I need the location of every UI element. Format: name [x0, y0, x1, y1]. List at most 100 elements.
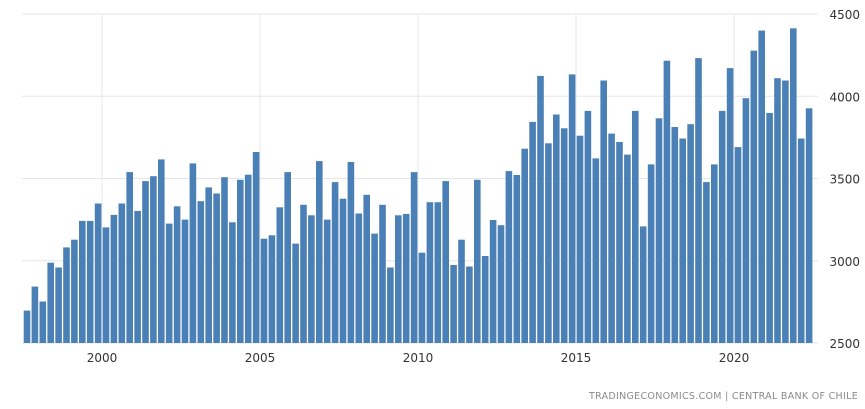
bar	[244, 174, 252, 343]
bar	[331, 182, 339, 343]
bar	[687, 124, 694, 343]
bar	[268, 235, 276, 343]
y-tick-label: 3500	[829, 173, 860, 187]
bar	[23, 310, 31, 343]
bar	[363, 194, 370, 343]
bar	[142, 181, 149, 343]
bar	[450, 265, 457, 343]
bar	[442, 181, 449, 343]
bar	[711, 164, 718, 343]
bar	[758, 30, 765, 343]
bar	[355, 213, 363, 343]
bar	[158, 159, 165, 343]
bar	[458, 239, 465, 343]
bar	[173, 206, 181, 343]
bar	[647, 164, 655, 343]
bar	[387, 267, 394, 343]
x-tick-label: 2005	[245, 351, 276, 365]
bar	[671, 127, 679, 343]
y-tick-label: 4500	[829, 8, 860, 22]
bar	[110, 214, 118, 343]
bar	[323, 219, 331, 343]
bar	[797, 138, 805, 343]
bar	[31, 286, 39, 343]
bar	[339, 198, 347, 343]
bars	[23, 28, 813, 344]
bar	[521, 148, 528, 343]
x-tick-label: 2015	[561, 351, 592, 365]
bar	[410, 172, 418, 343]
bar	[402, 213, 410, 343]
y-axis-ticks: 2500 3000 3500 4000 4500	[829, 8, 860, 351]
bar	[568, 74, 576, 344]
bar	[481, 256, 489, 343]
bar	[576, 135, 584, 343]
bar	[126, 172, 133, 343]
bar	[55, 267, 62, 343]
bar	[695, 58, 702, 343]
bar	[616, 142, 623, 343]
bar	[71, 239, 78, 343]
bar	[316, 161, 323, 343]
bar	[94, 203, 102, 343]
x-tick-label: 2010	[403, 351, 434, 365]
bar	[118, 203, 126, 343]
y-tick-label: 4000	[829, 90, 860, 104]
bar	[639, 226, 647, 343]
bar	[300, 204, 307, 343]
bar	[189, 163, 197, 343]
bar	[165, 223, 173, 343]
bar	[434, 202, 442, 343]
bar	[134, 210, 141, 343]
bar	[584, 110, 592, 344]
bar	[497, 225, 505, 343]
bar	[624, 154, 631, 343]
bar	[474, 179, 481, 343]
bar	[213, 193, 220, 343]
bar	[529, 121, 536, 344]
bar	[505, 171, 513, 343]
bar	[600, 80, 607, 343]
bar	[592, 158, 600, 343]
bar	[489, 220, 497, 343]
bar	[805, 108, 813, 343]
bar	[181, 219, 189, 343]
bar	[766, 112, 773, 344]
bar	[790, 28, 797, 344]
bar	[197, 201, 205, 343]
x-tick-label: 2020	[719, 351, 750, 365]
bar	[237, 179, 244, 343]
bar	[47, 262, 54, 343]
bar	[150, 176, 157, 343]
bar	[205, 187, 212, 343]
bar	[379, 204, 386, 343]
bar	[221, 177, 228, 343]
bar	[466, 266, 473, 343]
source-attribution: TRADINGECONOMICS.COM | CENTRAL BANK OF C…	[588, 391, 858, 402]
bar	[560, 128, 568, 343]
bar	[260, 238, 268, 343]
bar	[632, 110, 639, 344]
bar	[347, 162, 355, 343]
bar	[663, 60, 671, 343]
bar	[513, 175, 521, 343]
bar	[86, 220, 94, 343]
bar	[679, 138, 686, 343]
bar	[63, 247, 70, 343]
bar	[545, 143, 552, 343]
bar	[308, 215, 315, 343]
bar	[292, 243, 299, 343]
bar	[39, 301, 47, 343]
bar	[608, 133, 615, 343]
bar	[276, 207, 284, 343]
bar	[79, 220, 86, 343]
bar	[371, 233, 378, 343]
bar	[284, 172, 291, 343]
y-tick-label: 2500	[829, 337, 860, 351]
bar	[782, 80, 789, 343]
bar	[537, 75, 544, 344]
bar	[102, 227, 110, 343]
bar	[703, 182, 710, 343]
bar	[553, 114, 560, 343]
bar	[774, 78, 781, 343]
